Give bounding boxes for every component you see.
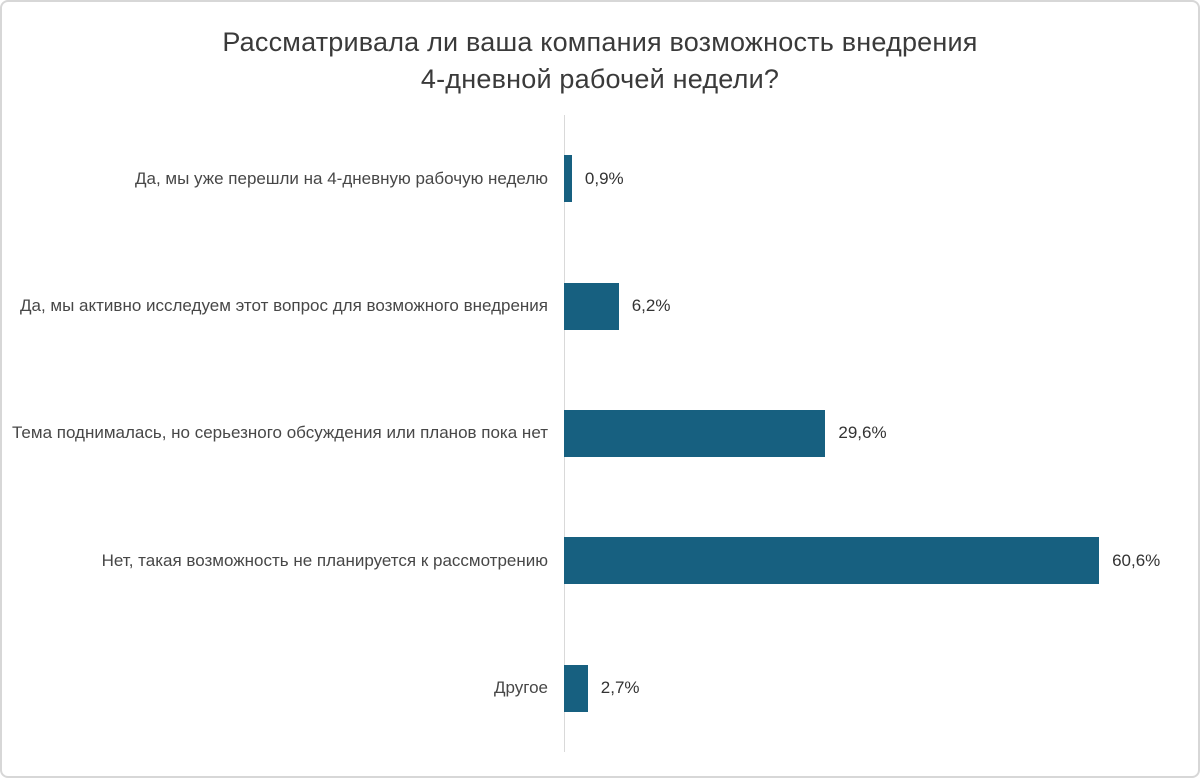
chart-title: Рассматривала ли ваша компания возможнос… (2, 24, 1198, 98)
bar (564, 664, 588, 712)
bar-row: Да, мы уже перешли на 4-дневную рабочую … (2, 115, 1198, 242)
category-label: Да, мы уже перешли на 4-дневную рабочую … (135, 168, 548, 188)
bar (564, 282, 619, 330)
bar-rows: Да, мы уже перешли на 4-дневную рабочую … (2, 115, 1198, 752)
chart-title-line-1: Рассматривала ли ваша компания возможнос… (222, 27, 978, 57)
chart-title-line-2: 4-дневной рабочей недели? (420, 64, 780, 94)
bar-row: Да, мы активно исследуем этот вопрос для… (2, 242, 1198, 369)
bar-row: Нет, такая возможность не планируется к … (2, 497, 1198, 624)
category-label: Нет, такая возможность не планируется к … (101, 550, 548, 570)
bar (564, 537, 1100, 585)
category-label: Другое (493, 678, 548, 698)
value-label: 0,9% (584, 168, 624, 188)
category-label: Тема поднималась, но серьезного обсужден… (12, 423, 548, 443)
value-label: 60,6% (1112, 550, 1161, 570)
category-label: Да, мы активно исследуем этот вопрос для… (20, 296, 548, 316)
bar-row: Тема поднималась, но серьезного обсужден… (2, 370, 1198, 497)
bar (564, 409, 826, 457)
value-label: 2,7% (600, 678, 640, 698)
value-label: 6,2% (631, 296, 671, 316)
bar-chart: Да, мы уже перешли на 4-дневную рабочую … (2, 115, 1198, 752)
bar (564, 155, 572, 203)
value-label: 29,6% (838, 423, 887, 443)
bar-row: Другое 2,7% (2, 625, 1198, 752)
